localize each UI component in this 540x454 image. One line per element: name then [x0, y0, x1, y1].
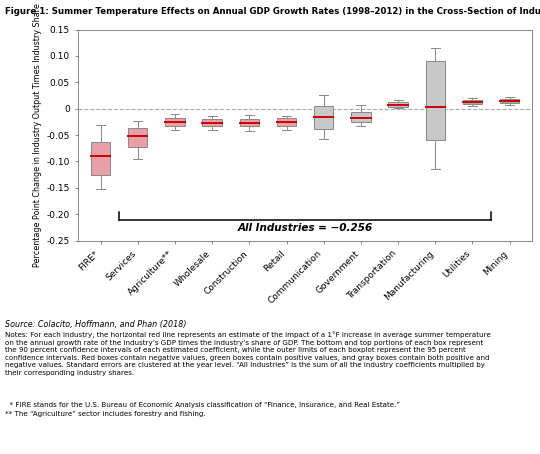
- Text: ** The “Agriculture” sector includes forestry and fishing.: ** The “Agriculture” sector includes for…: [5, 411, 206, 417]
- Bar: [277, 118, 296, 126]
- Bar: [500, 99, 519, 103]
- Bar: [165, 118, 185, 126]
- Bar: [351, 113, 370, 122]
- Bar: [426, 61, 445, 140]
- Bar: [240, 118, 259, 126]
- Text: Figure 1: Summer Temperature Effects on Annual GDP Growth Rates (1998–2012) in t: Figure 1: Summer Temperature Effects on …: [5, 7, 540, 16]
- Text: * FIRE stands for the U.S. Bureau of Economic Analysis classification of “Financ: * FIRE stands for the U.S. Bureau of Eco…: [5, 402, 400, 408]
- Bar: [128, 128, 147, 147]
- Bar: [202, 119, 222, 126]
- Bar: [91, 142, 110, 175]
- Text: All Industries = −0.256: All Industries = −0.256: [238, 222, 373, 233]
- Bar: [463, 100, 482, 104]
- Text: Source: Colacito, Hoffmann, and Phan (2018): Source: Colacito, Hoffmann, and Phan (20…: [5, 320, 187, 329]
- Bar: [314, 105, 333, 129]
- Y-axis label: Percentage Point Change in Industry Output Times Industry Share: Percentage Point Change in Industry Outp…: [33, 3, 43, 267]
- Bar: [388, 102, 408, 107]
- Text: Notes: For each industry, the horizontal red line represents an estimate of the : Notes: For each industry, the horizontal…: [5, 331, 491, 375]
